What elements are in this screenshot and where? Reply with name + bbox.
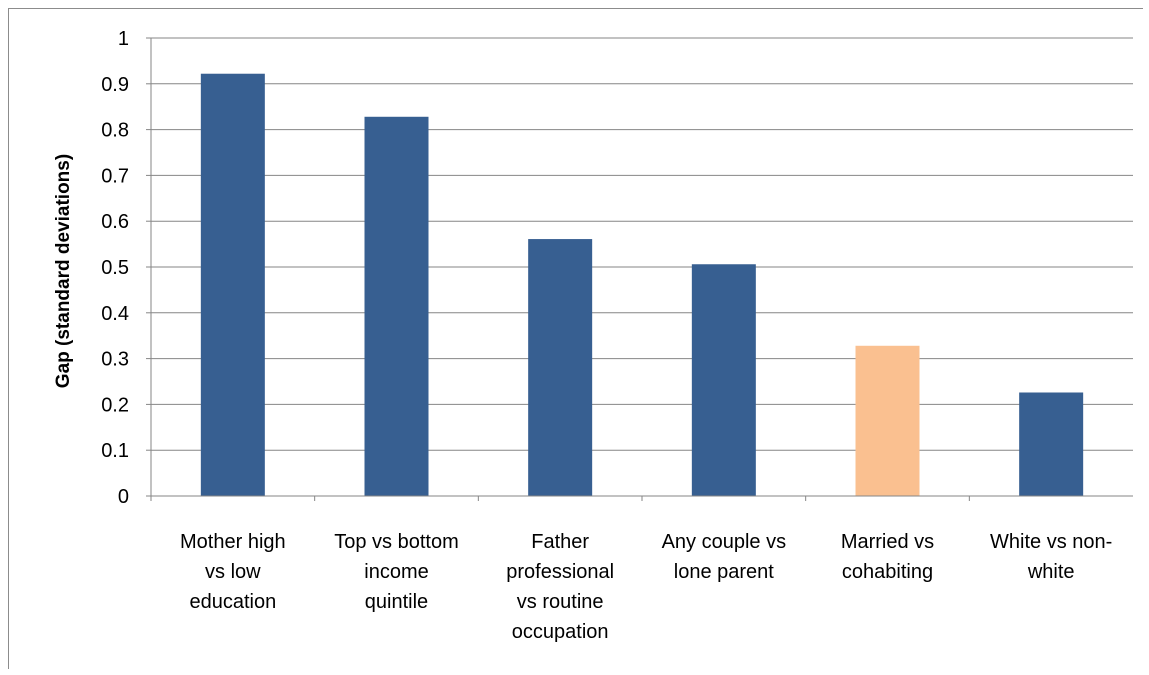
y-tick-label: 0.5 [101, 257, 129, 279]
x-category-label: Married vs [841, 531, 934, 553]
y-tick-label: 1 [118, 28, 129, 50]
x-category-label: cohabiting [842, 561, 933, 583]
x-category-label: occupation [512, 621, 609, 643]
x-category-label: Any couple vs [662, 531, 787, 553]
y-tick-label: 0.4 [101, 303, 129, 325]
y-axis-title: Gap (standard deviations) [53, 154, 74, 388]
y-tick-label: 0 [118, 486, 129, 508]
axes [150, 38, 1133, 497]
gridlines [151, 37, 1133, 451]
bars [150, 73, 1084, 501]
x-category-label: professional [506, 561, 614, 583]
x-category-label: white [1027, 561, 1075, 583]
bar-3 [528, 239, 593, 496]
bar-5 [855, 345, 920, 496]
x-category-label: income [364, 561, 428, 583]
y-tick-label: 0.1 [101, 440, 129, 462]
x-category-label: vs low [205, 561, 261, 583]
x-category-label: quintile [365, 591, 428, 613]
x-category-label: education [189, 591, 276, 613]
y-tick-label: 0.8 [101, 120, 129, 142]
bar-2 [364, 116, 429, 496]
bar-6 [1019, 392, 1084, 496]
x-axis-category-labels: Mother high vs low education Top vs bottom i… [180, 531, 1112, 643]
y-tick-label: 0.9 [101, 74, 129, 96]
x-category-label: vs routine [517, 591, 604, 613]
y-tick-label: 0.2 [101, 394, 129, 416]
y-tick-label: 0.6 [101, 211, 129, 233]
x-category-label: Top vs bottom [334, 531, 459, 553]
y-axis-ticks: 0 0.1 0.2 0.3 0.4 0.5 0.6 0.7 0.8 0.9 1 [101, 28, 151, 508]
x-category-label: Father [531, 531, 589, 553]
bar-1 [200, 73, 265, 496]
x-category-label: lone parent [674, 561, 775, 583]
y-tick-label: 0.3 [101, 349, 129, 371]
x-category-label: Mother high [180, 531, 286, 553]
x-category-label: White vs non- [990, 531, 1112, 553]
y-tick-label: 0.7 [101, 165, 129, 187]
bar-4 [691, 264, 756, 496]
